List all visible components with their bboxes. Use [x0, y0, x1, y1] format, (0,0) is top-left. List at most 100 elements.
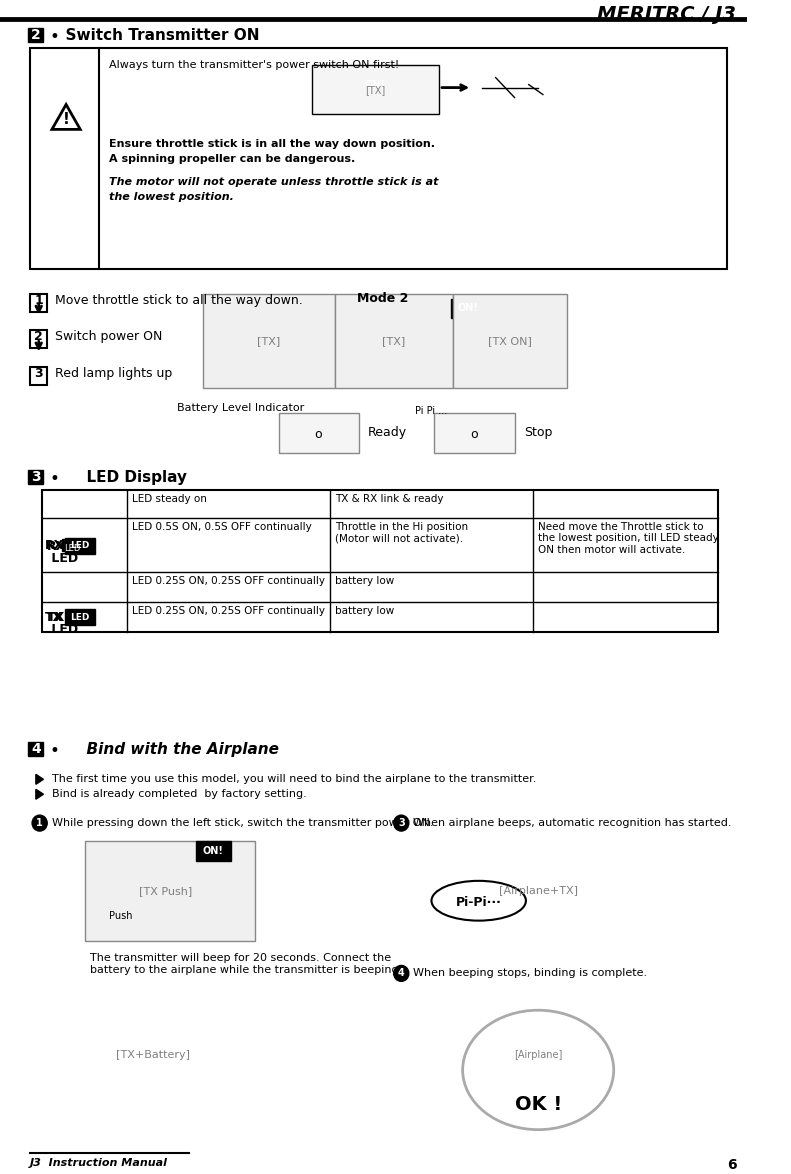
Text: LED: LED — [47, 552, 78, 565]
Text: 3: 3 — [31, 470, 40, 484]
Text: Bind with the Airplane: Bind with the Airplane — [75, 742, 278, 757]
Text: ON!: ON! — [365, 80, 385, 89]
FancyBboxPatch shape — [65, 609, 96, 625]
Text: Stop: Stop — [524, 426, 552, 439]
Text: MERITRC / J3: MERITRC / J3 — [597, 5, 736, 23]
Text: Need move the Throttle stick to
the lowest position, till LED steady
ON then mot: Need move the Throttle stick to the lowe… — [538, 521, 719, 555]
Text: LED: LED — [70, 541, 90, 551]
Text: LED: LED — [47, 623, 78, 636]
Bar — [52, 991, 255, 1115]
Text: Switch Transmitter ON: Switch Transmitter ON — [55, 28, 259, 43]
Ellipse shape — [463, 1010, 614, 1129]
Text: 4: 4 — [31, 742, 41, 756]
Text: TX: TX — [45, 610, 63, 623]
Text: Move throttle stick to all the way down.: Move throttle stick to all the way down. — [55, 294, 302, 306]
Text: [TX+Battery]: [TX+Battery] — [116, 1050, 190, 1060]
Bar — [43, 490, 717, 632]
Bar — [453, 294, 566, 389]
Text: 2: 2 — [31, 28, 41, 42]
Text: While pressing down the left stick, switch the transmitter power ON.: While pressing down the left stick, swit… — [52, 818, 433, 828]
Text: [TX]: [TX] — [382, 337, 405, 346]
FancyBboxPatch shape — [196, 841, 231, 861]
Bar — [463, 65, 595, 114]
Text: Bind is already completed  by factory setting.: Bind is already completed by factory set… — [52, 789, 307, 799]
Text: •: • — [49, 28, 59, 46]
Text: battery low: battery low — [335, 606, 395, 616]
Bar — [28, 28, 44, 42]
Text: Push: Push — [108, 911, 132, 920]
Bar — [312, 65, 439, 114]
Bar — [30, 367, 47, 385]
Text: 1: 1 — [36, 818, 43, 828]
Text: When airplane beeps, automatic recognition has started.: When airplane beeps, automatic recogniti… — [413, 818, 731, 828]
Text: TX: TX — [47, 612, 66, 625]
Text: LED: LED — [65, 544, 81, 553]
Text: Switch power ON: Switch power ON — [55, 330, 162, 344]
Text: battery low: battery low — [335, 576, 395, 586]
Text: TX & RX link & ready: TX & RX link & ready — [335, 493, 444, 504]
Text: •: • — [49, 742, 59, 761]
Text: RX: RX — [47, 540, 66, 553]
Text: 3: 3 — [398, 818, 405, 828]
Text: Red lamp lights up: Red lamp lights up — [55, 367, 172, 380]
Text: J3  Instruction Manual: J3 Instruction Manual — [30, 1158, 168, 1167]
Text: OK !: OK ! — [515, 1095, 562, 1114]
Text: o: o — [314, 429, 322, 441]
Polygon shape — [36, 789, 44, 799]
Text: LED Display: LED Display — [75, 470, 187, 485]
Bar — [30, 330, 47, 349]
Text: Battery Level Indicator: Battery Level Indicator — [177, 403, 305, 413]
Text: 3: 3 — [34, 367, 43, 380]
Text: [Airplane+TX]: [Airplane+TX] — [498, 886, 577, 896]
Polygon shape — [36, 775, 44, 784]
Bar — [28, 470, 44, 484]
Text: LED steady on: LED steady on — [132, 493, 207, 504]
Text: Mode 2: Mode 2 — [357, 291, 408, 304]
Text: 1: 1 — [34, 294, 43, 306]
Text: 6: 6 — [727, 1158, 736, 1172]
Text: Always turn the transmitter's power switch ON first!: Always turn the transmitter's power swit… — [108, 60, 399, 69]
FancyBboxPatch shape — [452, 298, 486, 318]
Bar — [30, 48, 727, 269]
Text: !: ! — [62, 113, 70, 128]
Text: Pi-Pi···: Pi-Pi··· — [456, 896, 501, 909]
Text: LED 0.25S ON, 0.25S OFF continually: LED 0.25S ON, 0.25S OFF continually — [132, 606, 325, 616]
Text: [TX Push]: [TX Push] — [138, 886, 192, 896]
Circle shape — [32, 815, 47, 831]
Text: ON!: ON! — [203, 846, 224, 856]
Bar — [203, 294, 335, 389]
Text: A spinning propeller can be dangerous.: A spinning propeller can be dangerous. — [108, 154, 355, 164]
Text: Pi Pi ...: Pi Pi ... — [415, 406, 448, 416]
Text: When beeping stops, binding is complete.: When beeping stops, binding is complete. — [413, 969, 647, 978]
Text: LED 0.25S ON, 0.25S OFF continually: LED 0.25S ON, 0.25S OFF continually — [132, 576, 325, 586]
Text: Throttle in the Hi position
(Motor will not activate).: Throttle in the Hi position (Motor will … — [335, 521, 468, 544]
Text: The first time you use this model, you will need to bind the airplane to the tra: The first time you use this model, you w… — [52, 775, 536, 784]
Text: Ensure throttle stick is in all the way down position.: Ensure throttle stick is in all the way … — [108, 140, 434, 149]
Ellipse shape — [432, 880, 526, 920]
Text: LED 0.5S ON, 0.5S OFF continually: LED 0.5S ON, 0.5S OFF continually — [132, 521, 312, 532]
FancyBboxPatch shape — [62, 539, 83, 551]
Text: [TX ON]: [TX ON] — [488, 337, 532, 346]
Text: ON!: ON! — [458, 303, 479, 312]
Text: [Airplane]: [Airplane] — [514, 1050, 562, 1060]
Text: 2: 2 — [34, 330, 43, 344]
Text: o: o — [470, 429, 478, 441]
Bar — [434, 413, 515, 453]
Bar — [30, 294, 47, 311]
Text: 4: 4 — [398, 969, 405, 978]
Bar — [85, 841, 255, 940]
FancyBboxPatch shape — [65, 538, 96, 554]
Bar — [453, 846, 623, 936]
FancyBboxPatch shape — [332, 305, 433, 386]
Circle shape — [394, 965, 409, 981]
Text: LED: LED — [70, 613, 90, 621]
Text: [TX]: [TX] — [257, 337, 281, 346]
FancyBboxPatch shape — [357, 75, 394, 96]
Text: [TX]: [TX] — [365, 85, 385, 95]
Text: The transmitter will beep for 20 seconds. Connect the
battery to the airplane wh: The transmitter will beep for 20 seconds… — [89, 953, 402, 976]
Bar — [278, 413, 359, 453]
Text: the lowest position.: the lowest position. — [108, 193, 233, 202]
Text: Ready: Ready — [369, 426, 407, 439]
Text: •: • — [49, 470, 59, 487]
Text: RX: RX — [45, 539, 65, 553]
